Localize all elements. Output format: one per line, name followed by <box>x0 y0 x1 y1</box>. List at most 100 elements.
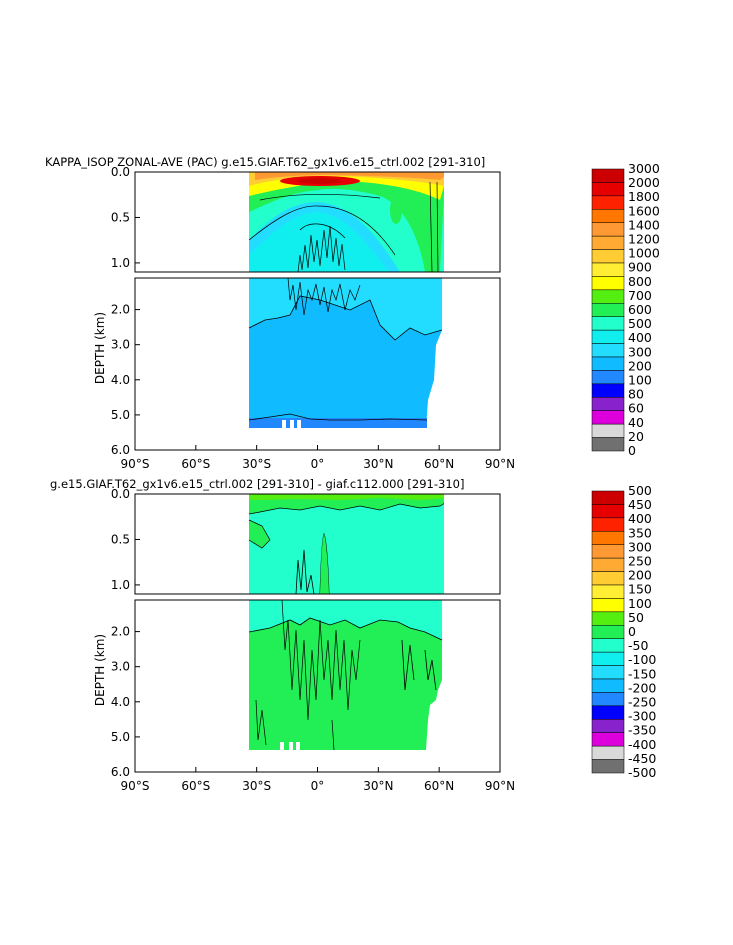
colorbar-swatch <box>591 692 625 707</box>
colorbar-swatch <box>591 651 625 666</box>
colorbar-swatch <box>591 759 625 774</box>
x-tick-label: 0° <box>311 779 325 793</box>
colorbar-label: 100 <box>628 596 652 611</box>
field-background <box>249 494 444 594</box>
colorbar-swatch <box>591 235 625 250</box>
colorbar-swatch <box>591 370 625 385</box>
colorbar-swatch <box>591 678 625 693</box>
colorbar-label: 40 <box>628 415 644 430</box>
y-tick-label: 1.0 <box>111 578 130 592</box>
colorbar-label: -350 <box>628 723 656 738</box>
field-background-deep <box>249 600 442 750</box>
y-tick-label: 4.0 <box>111 695 130 709</box>
colorbar-swatch <box>591 222 625 237</box>
panel-1: KAPPA_ISOP ZONAL-AVE (PAC) g.e15.GIAF.T6… <box>45 155 660 471</box>
colorbar-label: 2000 <box>628 175 660 190</box>
land-mask-east <box>444 172 500 272</box>
contour-band-300 <box>249 278 442 340</box>
contour-lines <box>248 181 439 272</box>
colorbar-label: -450 <box>628 751 656 766</box>
colorbar-label: 500 <box>628 483 652 498</box>
colorbar-label: 150 <box>628 582 652 597</box>
colorbar-label: 900 <box>628 260 652 275</box>
colorbar-swatch <box>591 745 625 760</box>
y-tick-label: 2.0 <box>111 625 130 639</box>
colorbar-label: 50 <box>628 610 644 625</box>
colorbar-label: 250 <box>628 554 652 569</box>
colorbar-label: 1200 <box>628 232 660 247</box>
y-tick-label: 3.0 <box>111 660 130 674</box>
colorbar-swatch <box>591 719 625 733</box>
colorbar-swatch <box>591 329 625 344</box>
land-gap-3 <box>296 742 300 752</box>
panel-1-title: KAPPA_ISOP ZONAL-AVE (PAC) g.e15.GIAF.T6… <box>45 155 485 169</box>
colorbar-label: 300 <box>628 344 652 359</box>
x-tick-label: 30°N <box>363 457 393 471</box>
land-gap-1 <box>282 420 286 430</box>
land-mask-east <box>444 494 500 594</box>
y-tick-label: 6.0 <box>111 765 130 779</box>
x-tick-label: 60°S <box>181 457 210 471</box>
colorbar-label: 350 <box>628 525 652 540</box>
colorbar-label: 1400 <box>628 217 660 232</box>
colorbar-swatch <box>591 584 625 599</box>
contour-lines-deep <box>248 295 443 421</box>
colorbar-swatch <box>591 262 625 277</box>
colorbar-label: -500 <box>628 765 656 780</box>
panel-2-y-ticks: 0.0 0.5 1.0 2.0 3.0 4.0 5.0 6.0 <box>111 487 140 779</box>
y-tick-label: 6.0 <box>111 443 130 457</box>
x-tick-label: 90°N <box>485 457 515 471</box>
colorbar-label: 800 <box>628 274 652 289</box>
y-tick-label: 0.0 <box>111 165 130 179</box>
x-tick-label: 30°S <box>242 457 271 471</box>
colorbar-swatch <box>591 437 625 452</box>
y-tick-label: 1.0 <box>111 256 130 270</box>
colorbar-swatch <box>591 611 625 626</box>
colorbar-label: 400 <box>628 330 652 345</box>
panel-2-lower-field <box>248 600 443 752</box>
colorbar-swatch <box>591 397 625 411</box>
colorbar-swatch <box>591 195 625 210</box>
x-tick-label: 60°N <box>424 779 454 793</box>
panel-2: g.e15.GIAF.T62_gx1v6.e15_ctrl.002 [291-3… <box>50 477 656 793</box>
colorbar-label: 200 <box>628 358 652 373</box>
colorbar-swatch <box>591 531 625 545</box>
colorbar-label: -400 <box>628 737 656 752</box>
contour-max-core-inner <box>298 178 342 184</box>
colorbar-label: -300 <box>628 709 656 724</box>
panel-2-y-axis-label: DEPTH (km) <box>93 634 107 706</box>
colorbar-label: -150 <box>628 666 656 681</box>
colorbar-swatch <box>591 168 625 183</box>
x-tick-label: 30°N <box>363 779 393 793</box>
colorbar-label: -50 <box>628 638 648 653</box>
colorbar-swatch <box>591 356 625 371</box>
colorbar-swatch <box>591 343 625 358</box>
colorbar-swatch <box>591 383 625 398</box>
y-tick-label: 4.0 <box>111 373 130 387</box>
panel-2-title: g.e15.GIAF.T62_gx1v6.e15_ctrl.002 [291-3… <box>50 477 464 491</box>
colorbar-swatch <box>591 625 625 639</box>
colorbar-swatch <box>591 598 625 613</box>
colorbar-swatch <box>591 276 625 291</box>
colorbar-label: 1800 <box>628 189 660 204</box>
contour-lines-deep-2 <box>248 617 443 691</box>
x-tick-label: 60°N <box>424 457 454 471</box>
x-tick-label: 30°S <box>242 779 271 793</box>
panel-2-x-ticks: 90°S 60°S 30°S 0° 30°N 60°N 90°N <box>121 767 515 793</box>
colorbar-label: 500 <box>628 316 652 331</box>
x-tick-label: 90°S <box>121 457 150 471</box>
contour-south-patch <box>249 520 270 548</box>
land-gap-2 <box>290 420 294 430</box>
colorbar-swatch <box>591 571 625 586</box>
panel-1-y-ticks: 0.0 0.5 1.0 2.0 3.0 4.0 5.0 6.0 <box>111 165 140 457</box>
colorbar-swatch <box>591 423 625 438</box>
colorbar-swatch <box>591 303 625 317</box>
colorbar-label: 3000 <box>628 161 660 176</box>
x-tick-label: 60°S <box>181 779 210 793</box>
colorbar-label: -250 <box>628 695 656 710</box>
panel-2-upper-field <box>248 494 500 594</box>
y-tick-label: 2.0 <box>111 303 130 317</box>
colorbar-swatch <box>591 504 625 519</box>
contour-noise-upper <box>297 225 346 272</box>
panel-1-x-ticks: 90°S 60°S 30°S 0° 30°N 60°N 90°N <box>121 445 515 471</box>
